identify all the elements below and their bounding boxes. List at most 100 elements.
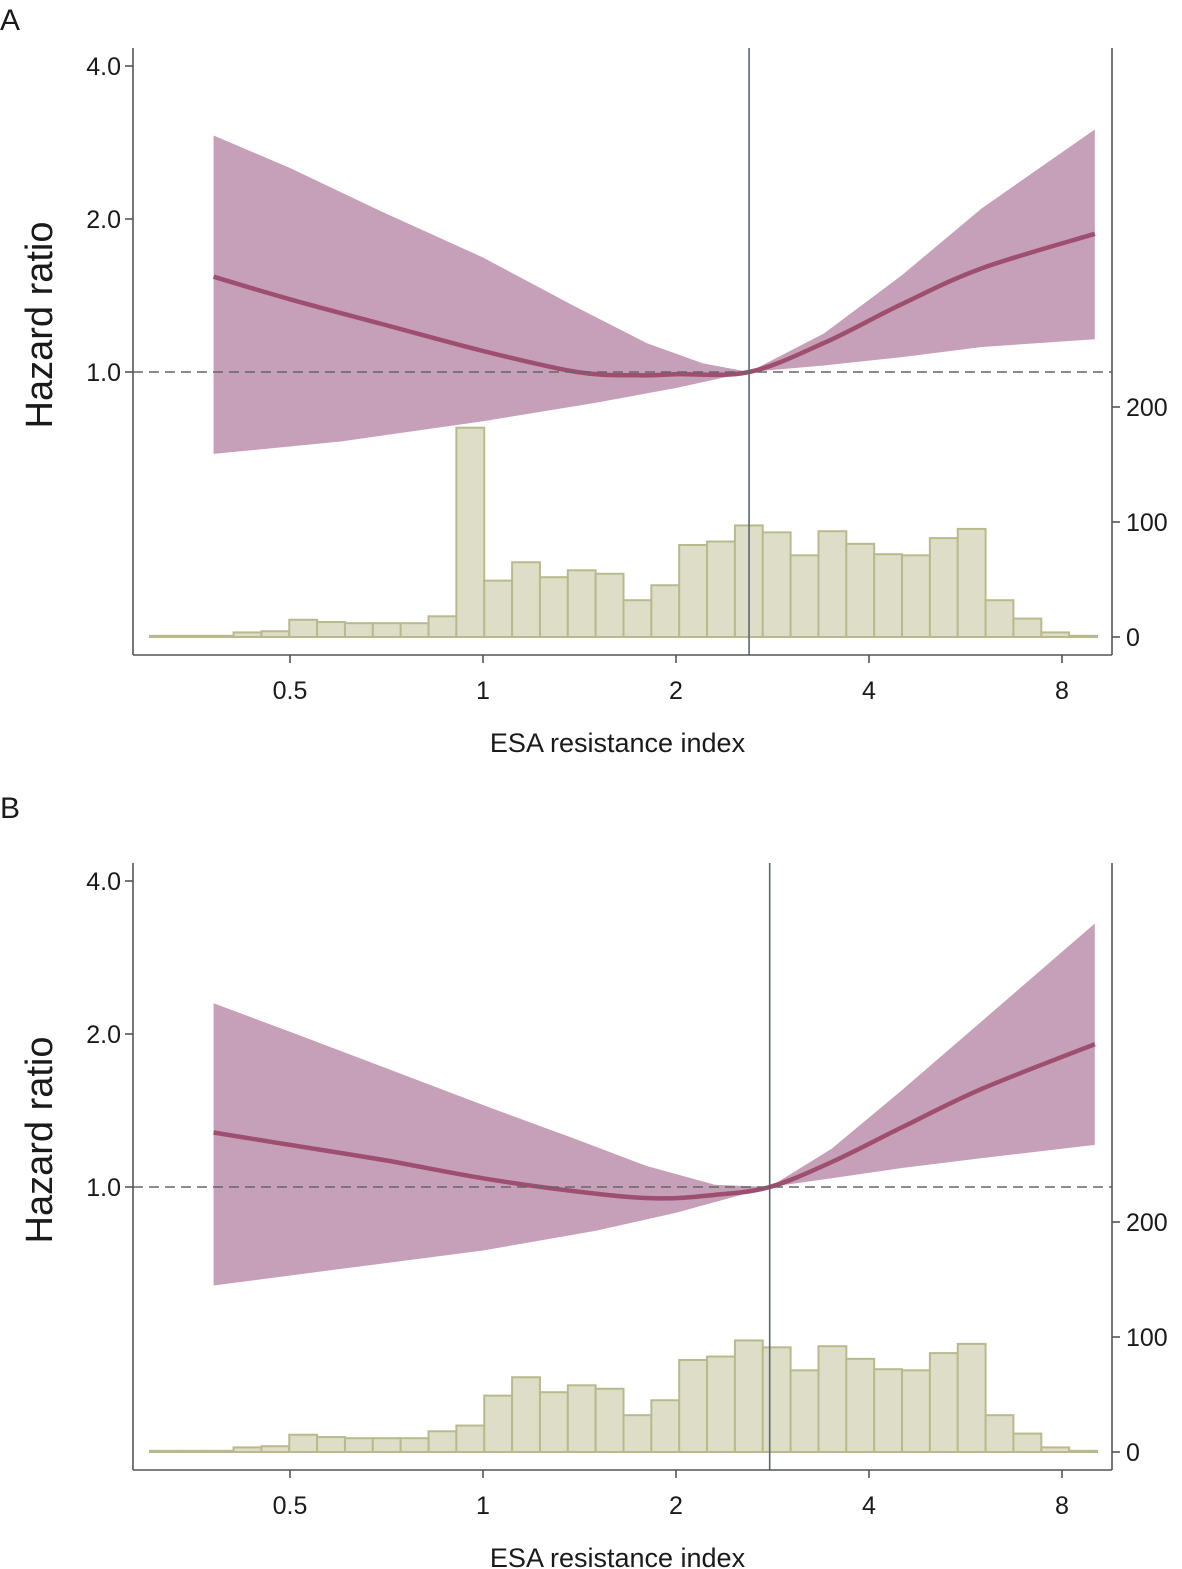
right-tick-label: 0	[1126, 1439, 1140, 1467]
right-tick-label: 100	[1126, 509, 1168, 537]
histogram-bar	[761, 1346, 792, 1453]
y-axis-label-b: Hazard ratio	[19, 1037, 61, 1244]
right-tick-label: 100	[1126, 1324, 1168, 1352]
axes-b	[132, 863, 1113, 1471]
histogram-bar	[706, 540, 736, 638]
y-tick-label: 4.0	[86, 53, 121, 81]
histogram-bar	[149, 634, 179, 638]
histogram-bar	[316, 1436, 346, 1454]
histogram-bar	[901, 1369, 931, 1453]
histogram-bar	[176, 1449, 207, 1453]
histogram-bar	[260, 630, 291, 638]
right-ticks-b: 0 100 200	[1112, 1209, 1168, 1467]
histogram-bar	[538, 1391, 569, 1453]
histogram-bar	[845, 542, 876, 638]
confidence-band-b	[213, 923, 1095, 1286]
histogram-bar	[455, 426, 486, 639]
histogram-bar	[1068, 1449, 1099, 1453]
histogram-bar	[622, 1414, 653, 1453]
hazard-curve-b	[213, 1042, 1096, 1201]
histogram-bar	[427, 615, 458, 638]
histogram-bar	[204, 1449, 235, 1453]
histogram-bar	[288, 618, 319, 638]
histogram-bar	[343, 1437, 374, 1453]
histogram-bar	[176, 634, 207, 638]
histogram-bar	[566, 569, 597, 638]
histogram-bar	[845, 1357, 876, 1453]
right-tick-label: 200	[1126, 1209, 1168, 1237]
panel-label-a: A	[0, 4, 20, 37]
histogram-bar	[511, 1376, 541, 1453]
histogram-bar	[789, 554, 820, 638]
hazard-curve-a	[212, 231, 1096, 378]
histogram-a	[149, 426, 1099, 639]
histogram-bar	[817, 530, 848, 639]
histogram-bar	[1040, 631, 1071, 639]
histogram-bar	[901, 554, 931, 638]
histogram-bar	[232, 631, 263, 639]
histogram-bar	[566, 1384, 597, 1454]
x-tick-label: 0.5	[273, 677, 308, 705]
histogram-bar	[984, 599, 1015, 639]
histogram-bar	[1012, 617, 1043, 638]
histogram-bar	[956, 1342, 987, 1454]
histogram-bar	[316, 621, 346, 638]
y-tick-label: 2.0	[86, 1021, 121, 1049]
histogram-bar	[678, 544, 709, 638]
histogram-bar	[511, 561, 541, 638]
histogram-bar	[956, 527, 987, 639]
histogram-bar	[789, 1369, 820, 1453]
x-tick-label: 8	[1055, 677, 1069, 705]
histogram-bar	[706, 1355, 736, 1454]
y-tick-label: 4.0	[86, 868, 121, 896]
right-ticks-a: 0 100 200	[1112, 394, 1168, 652]
y-ticks-b: 1.0 2.0 4.0	[86, 868, 133, 1202]
histogram-bar	[650, 584, 681, 638]
histogram-bar	[761, 531, 792, 638]
histogram-bar	[928, 1352, 959, 1453]
y-tick-label: 1.0	[86, 1174, 121, 1202]
y-tick-label: 1.0	[86, 359, 121, 387]
histogram-bar	[232, 1446, 263, 1454]
axes-a	[132, 48, 1113, 656]
panel-label-b: B	[0, 792, 20, 825]
x-ticks-b: 0.5 1 2 4 8	[273, 1470, 1069, 1520]
histogram-bar	[678, 1359, 709, 1453]
right-tick-label: 200	[1126, 394, 1168, 422]
histogram-bar	[483, 579, 514, 639]
histogram-bar	[288, 1433, 319, 1453]
panel-a: A 1.0 2.0 4.0 0 100 200 0.5 1 2 4 8 ESA resistan…	[0, 4, 1168, 758]
panel-b: B 1.0 2.0 4.0 0 100 200 0.5 1 2 4 8 ESA resistan…	[0, 792, 1168, 1569]
x-tick-label: 1	[476, 1492, 490, 1520]
histogram-bar	[399, 622, 430, 639]
x-ticks-a: 0.5 1 2 4 8	[273, 655, 1069, 705]
histogram-bar	[371, 1437, 402, 1453]
histogram-bar	[204, 634, 235, 638]
x-tick-label: 8	[1055, 1492, 1069, 1520]
y-ticks-a: 1.0 2.0 4.0	[86, 53, 133, 387]
x-tick-label: 4	[862, 1492, 876, 1520]
confidence-band-a	[213, 129, 1095, 454]
histogram-bar	[260, 1445, 291, 1453]
histogram-bar	[343, 622, 374, 639]
x-axis-label-b: ESA resistance index	[490, 1543, 746, 1569]
histogram-bar	[455, 1424, 486, 1454]
histogram-bar	[873, 1368, 904, 1453]
histogram-bar	[594, 572, 625, 638]
histogram-bar	[733, 1339, 764, 1453]
histogram-bar	[399, 1437, 430, 1453]
x-tick-label: 4	[862, 677, 876, 705]
histogram-bar	[817, 1345, 848, 1453]
histogram-bar	[1040, 1446, 1071, 1454]
histogram-bar	[650, 1399, 681, 1453]
histogram-bar	[371, 622, 402, 639]
histogram-bar	[984, 1414, 1015, 1453]
x-tick-label: 2	[669, 677, 683, 705]
histogram-bar	[622, 599, 653, 639]
histogram-bar	[427, 1430, 458, 1454]
y-tick-label: 2.0	[86, 206, 121, 234]
x-tick-label: 2	[669, 1492, 683, 1520]
histogram-bar	[928, 537, 959, 638]
histogram-bar	[538, 576, 569, 639]
